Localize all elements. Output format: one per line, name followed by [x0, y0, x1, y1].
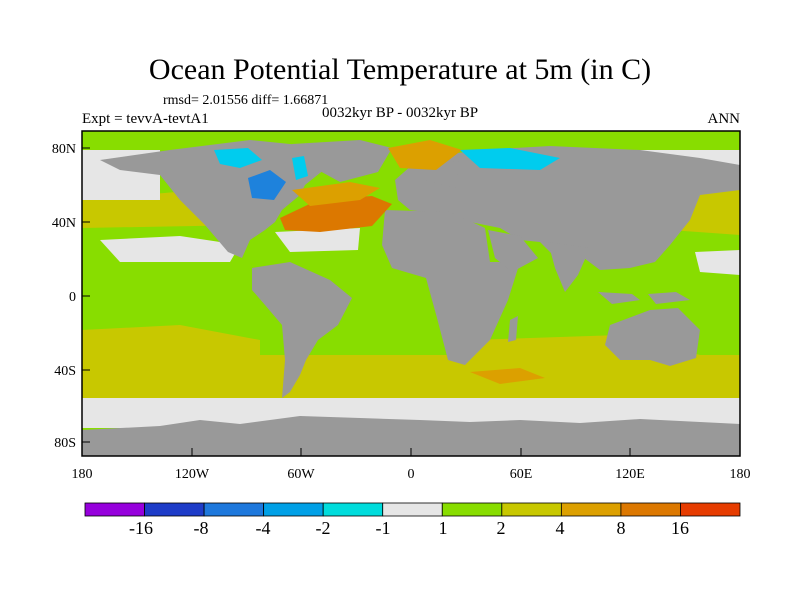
- season-label: ANN: [707, 111, 741, 127]
- longitude-ticks: [81, 448, 741, 456]
- colorbar-swatch: [441, 502, 503, 517]
- india: [548, 242, 590, 292]
- colorbar-swatch: [322, 502, 384, 517]
- colorbar-swatch: [680, 502, 741, 517]
- stats-line: rmsd= 2.01556 diff= 1.66871: [163, 93, 329, 108]
- lon-tick-180w: 180: [72, 467, 93, 482]
- lon-tick-60e: 60E: [510, 467, 533, 482]
- southern-hemisphere-warm-strip: [470, 368, 545, 384]
- colorbar-label-4: 4: [555, 518, 565, 538]
- africa: [382, 210, 520, 365]
- eastern-pacific-near-zero: [100, 236, 240, 262]
- arctic-canada-cold: [214, 148, 262, 168]
- period-label: 0032kyr BP - 0032kyr BP: [322, 105, 479, 121]
- colorbar-swatch: [263, 502, 324, 517]
- colorbar-label-2: 2: [496, 518, 506, 538]
- australia: [605, 308, 700, 366]
- experiment-label: Expt = tevvA-tevtA1: [82, 111, 209, 127]
- colorbar-swatch: [144, 502, 205, 517]
- indonesia: [598, 292, 690, 304]
- colorbar-label-16: 16: [671, 518, 689, 538]
- colorbar-label-minus8: -8: [193, 518, 209, 538]
- labrador-cold: [292, 156, 308, 180]
- colorbar-label-minus2: -2: [315, 518, 331, 538]
- lon-tick-60w: 60W: [287, 467, 315, 482]
- hudson-bay-cold-4-8: [248, 170, 286, 200]
- eurasia: [395, 146, 740, 270]
- colorbar-label-1: 1: [438, 518, 448, 538]
- plot-title: Ocean Potential Temperature at 5m (in C): [148, 53, 652, 86]
- lon-tick-0: 0: [408, 467, 415, 482]
- scandinavia: [425, 160, 460, 188]
- latitude-ticks: [82, 147, 90, 443]
- colorbar-label-minus16: -16: [129, 518, 153, 538]
- lat-tick-80s: 80S: [54, 436, 76, 451]
- colorbar-swatch: [501, 502, 562, 517]
- west-pacific-near-zero: [695, 250, 740, 275]
- nordic-seas-warm-4-8: [388, 140, 462, 170]
- south-pacific-warm: [82, 325, 260, 362]
- colorbar-swatch: [203, 502, 265, 517]
- north-atlantic-warm-4-8: [292, 182, 380, 206]
- atlantic-near-zero: [275, 228, 360, 252]
- lon-tick-120w: 120W: [175, 467, 210, 482]
- colorbar: [84, 502, 741, 517]
- colorbar-swatch: [382, 502, 443, 517]
- colorbar-swatch: [84, 502, 145, 517]
- lat-tick-80n: 80N: [52, 142, 76, 157]
- greenland: [292, 140, 392, 182]
- lat-tick-40n: 40N: [52, 216, 76, 231]
- colorbar-label-minus1: -1: [375, 518, 391, 538]
- colorbar-label-minus4: -4: [255, 518, 271, 538]
- barents-sea-cold: [460, 148, 560, 170]
- arabia: [488, 230, 538, 272]
- lon-tick-120e: 120E: [615, 467, 645, 482]
- lat-tick-0: 0: [69, 290, 76, 305]
- map-content: [82, 131, 740, 456]
- colorbar-label-8: 8: [616, 518, 626, 538]
- lon-tick-180e: 180: [730, 467, 751, 482]
- lat-tick-40s: 40S: [54, 364, 76, 379]
- antarctica: [82, 416, 740, 456]
- colorbar-swatch: [560, 502, 622, 517]
- south-america: [252, 262, 352, 398]
- north-america: [100, 140, 330, 258]
- colorbar-swatch: [620, 502, 681, 517]
- madagascar: [508, 316, 518, 342]
- north-atlantic-warm-8-16: [280, 196, 392, 232]
